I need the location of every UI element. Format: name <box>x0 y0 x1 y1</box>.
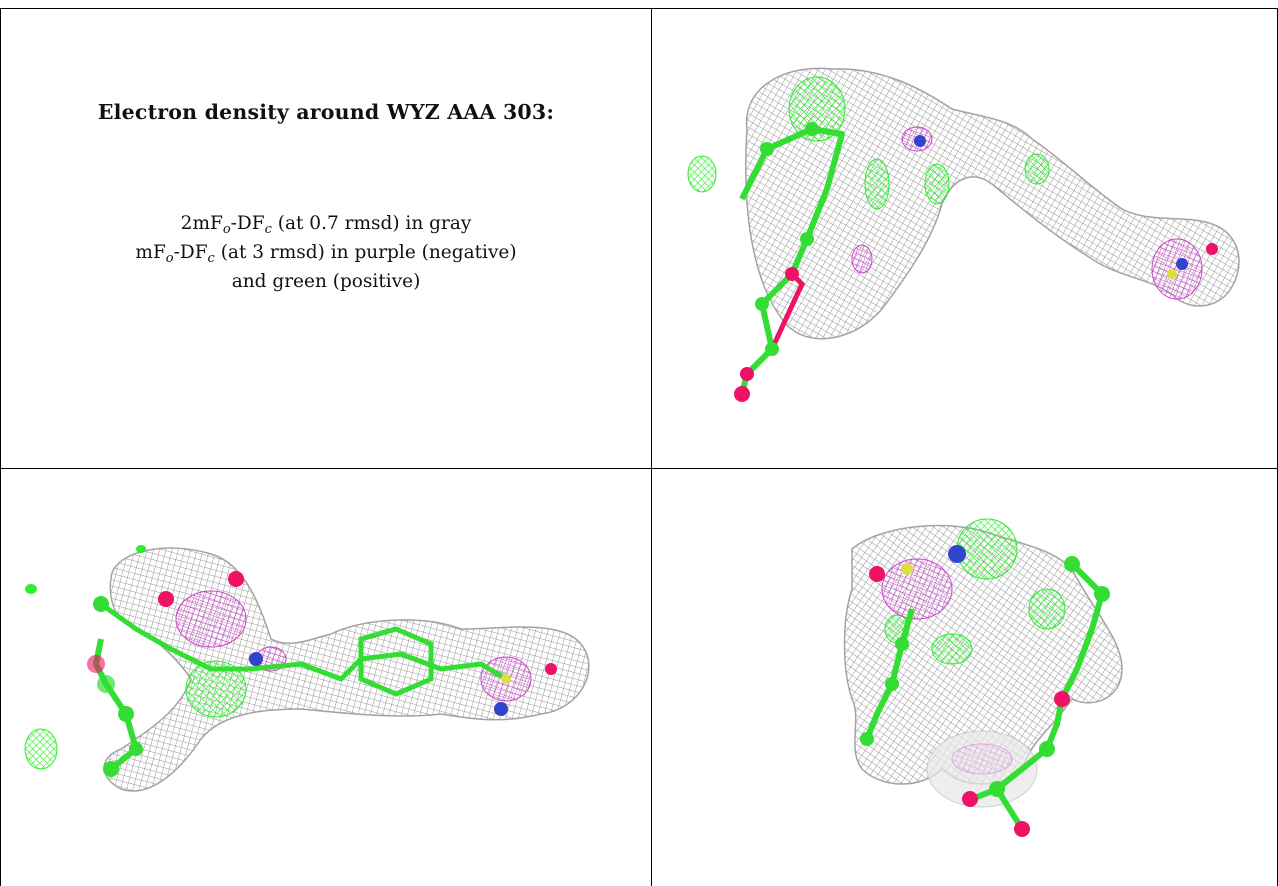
caption-line-2: mFo-DFc (at 3 rmsd) in purple (negative) <box>135 242 517 266</box>
caption-cell: Electron density around WYZ AAA 303: 2mF… <box>1 9 651 468</box>
ligand-model <box>87 571 557 777</box>
density-panel-top-right <box>652 9 1277 468</box>
positive-density-blobs <box>687 76 1050 210</box>
density-image-1 <box>687 67 1240 402</box>
negative-density-blobs <box>851 126 1203 300</box>
table-center-rule <box>651 8 652 886</box>
negative-density-blobs <box>881 558 1013 775</box>
caption-line-3: and green (positive) <box>231 271 421 292</box>
caption-title: Electron density around WYZ AAA 303: <box>97 100 555 124</box>
positive-density-blobs <box>24 545 247 770</box>
gray-mesh-envelope <box>745 67 1240 340</box>
density-panel-bottom-right <box>652 469 1277 886</box>
density-image-2 <box>24 545 590 792</box>
ligand-model <box>734 122 1218 402</box>
caption-line-1: 2mFo-DFc (at 0.7 rmsd) in gray <box>180 213 472 237</box>
density-panel-bottom-left <box>1 469 651 886</box>
caption-body: 2mFo-DFc (at 0.7 rmsd) in gray mFo-DFc (… <box>1 209 651 296</box>
table-top-rule <box>0 8 1278 9</box>
table-left-rule <box>0 8 1 886</box>
density-image-3 <box>843 518 1123 837</box>
table-middle-rule <box>0 468 1278 469</box>
ligand-model <box>860 545 1110 837</box>
